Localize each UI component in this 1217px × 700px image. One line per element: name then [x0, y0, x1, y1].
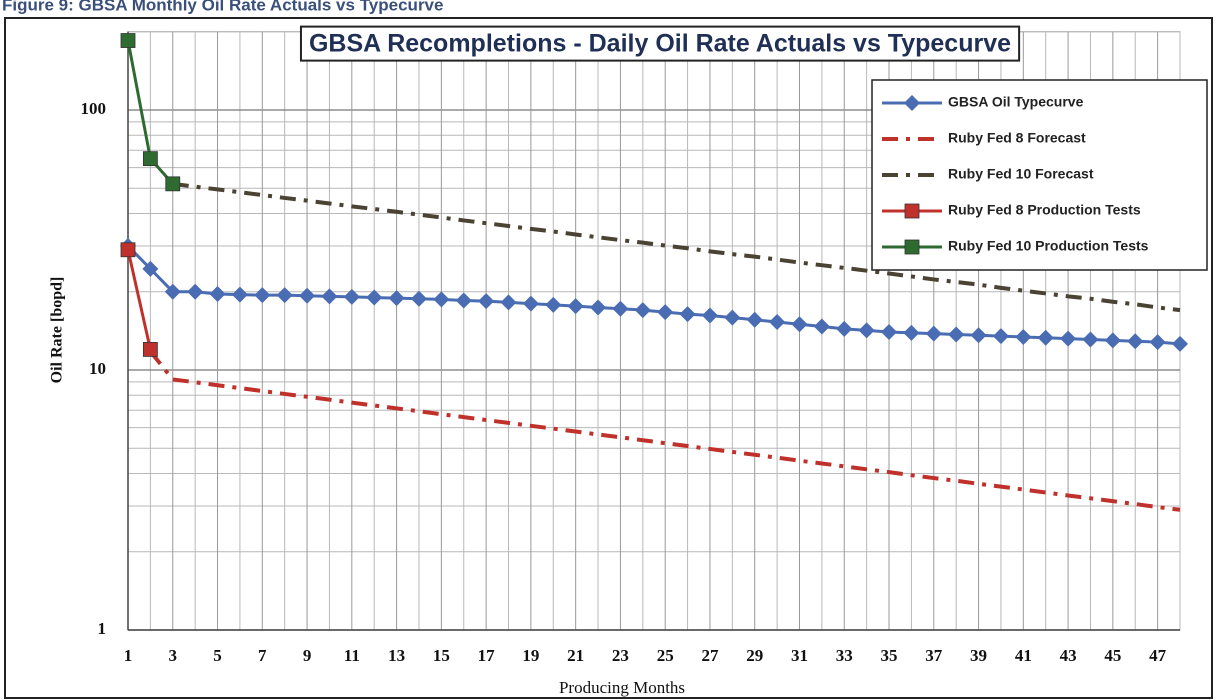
- x-tick-label: 31: [791, 646, 808, 665]
- marker: [657, 304, 674, 321]
- marker: [120, 242, 136, 258]
- marker: [231, 286, 248, 303]
- marker: [165, 176, 181, 192]
- marker: [724, 309, 741, 326]
- marker: [142, 151, 158, 167]
- marker: [634, 302, 651, 319]
- x-tick-label: 27: [701, 646, 719, 665]
- marker: [1015, 328, 1032, 345]
- x-tick-label: 15: [433, 646, 450, 665]
- legend-label: GBSA Oil Typecurve: [948, 94, 1084, 110]
- marker: [903, 324, 920, 341]
- marker: [836, 320, 853, 337]
- marker: [925, 325, 942, 342]
- x-tick-label: 39: [970, 646, 987, 665]
- x-tick-label: 9: [303, 646, 312, 665]
- series: [120, 33, 1188, 512]
- marker: [701, 307, 718, 324]
- marker: [858, 322, 875, 339]
- marker: [142, 260, 159, 277]
- marker: [478, 293, 495, 310]
- x-tick-label: 13: [388, 646, 405, 665]
- marker: [904, 239, 920, 255]
- x-tick-label: 7: [258, 646, 267, 665]
- y-tick-label: 1: [98, 619, 107, 638]
- marker: [1172, 335, 1188, 352]
- x-tick-label: 11: [344, 646, 360, 665]
- x-tick-label: 45: [1104, 646, 1121, 665]
- legend-label: Ruby Fed 10 Forecast: [948, 166, 1094, 182]
- y-tick-label: 100: [81, 99, 107, 118]
- x-tick-label: 33: [836, 646, 853, 665]
- x-tick-label: 19: [522, 646, 539, 665]
- x-tick-label: 37: [925, 646, 943, 665]
- marker: [746, 311, 763, 328]
- x-tick-label: 35: [881, 646, 898, 665]
- x-tick-label: 21: [567, 646, 584, 665]
- marker: [455, 292, 472, 309]
- marker: [321, 288, 338, 305]
- marker: [970, 327, 987, 344]
- marker: [612, 300, 629, 317]
- x-tick-label: 41: [1015, 646, 1032, 665]
- marker: [120, 33, 136, 48]
- marker: [299, 287, 316, 304]
- marker: [1149, 334, 1166, 351]
- y-tick-label: 10: [89, 359, 106, 378]
- x-tick-label: 25: [657, 646, 674, 665]
- x-tick-label: 1: [124, 646, 133, 665]
- legend-label: Ruby Fed 8 Forecast: [948, 130, 1086, 146]
- marker: [1104, 332, 1121, 349]
- marker: [567, 298, 584, 315]
- legend-label: Ruby Fed 10 Production Tests: [948, 238, 1149, 254]
- title-box: [299, 25, 1021, 62]
- marker: [1060, 330, 1077, 347]
- marker: [948, 326, 965, 343]
- marker: [254, 287, 271, 304]
- marker: [679, 306, 696, 323]
- x-tick-label: 3: [169, 646, 178, 665]
- marker: [187, 283, 204, 300]
- marker: [343, 288, 360, 305]
- marker: [813, 318, 830, 335]
- marker: [881, 324, 898, 341]
- x-tick-label: 29: [746, 646, 763, 665]
- caption: Figure 9: GBSA Monthly Oil Rate Actuals …: [2, 0, 443, 14]
- marker: [904, 95, 920, 111]
- legend-label: Ruby Fed 8 Production Tests: [948, 202, 1141, 218]
- marker: [992, 328, 1009, 345]
- x-tick-label: 5: [213, 646, 222, 665]
- marker: [433, 291, 450, 308]
- marker: [388, 290, 405, 307]
- series-line: [126, 249, 152, 350]
- x-tick-label: 23: [612, 646, 629, 665]
- x-tick-label: 47: [1149, 646, 1167, 665]
- marker: [410, 290, 427, 307]
- legend: GBSA Oil Typecurve Ruby Fed 8 Forecast Rub…: [871, 79, 1208, 271]
- marker: [1082, 331, 1099, 348]
- marker: [142, 342, 158, 357]
- marker: [791, 316, 808, 333]
- marker: [769, 313, 786, 330]
- y-axis-label: Oil Rate [bopd]: [49, 277, 66, 384]
- marker: [164, 283, 181, 300]
- series-line: [172, 181, 1181, 313]
- series-line: [148, 350, 1181, 512]
- marker: [904, 203, 920, 219]
- marker: [366, 289, 383, 306]
- x-tick-label: 43: [1060, 646, 1077, 665]
- marker: [209, 286, 226, 303]
- chart-title: GBSA Recompletions - Daily Oil Rate Actu…: [309, 30, 1011, 58]
- marker: [590, 299, 607, 316]
- x-tick-label: 17: [478, 646, 496, 665]
- marker: [276, 287, 293, 304]
- marker: [522, 295, 539, 312]
- marker: [1037, 329, 1054, 346]
- marker: [500, 294, 517, 311]
- marker: [545, 296, 562, 313]
- marker: [1127, 333, 1144, 350]
- x-axis-label: Producing Months: [559, 678, 685, 697]
